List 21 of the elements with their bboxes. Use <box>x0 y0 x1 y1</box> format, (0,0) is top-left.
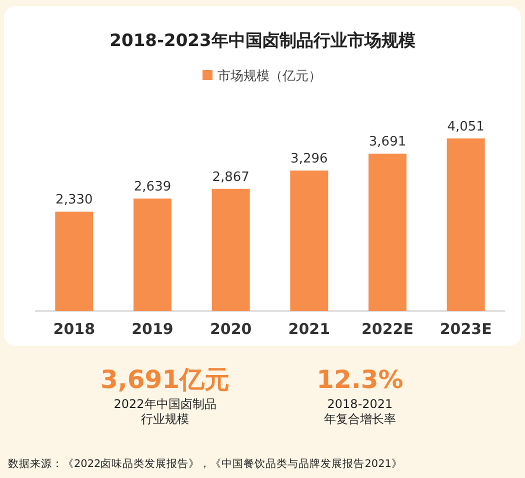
x-tick-label: 2019 <box>132 320 174 338</box>
x-tick-label: 2023E <box>440 320 492 338</box>
data-label: 2,639 <box>134 180 172 195</box>
data-label: 3,691 <box>368 134 406 150</box>
data-label: 3,296 <box>290 152 328 167</box>
data-label: 2,330 <box>56 192 93 208</box>
x-tick-label: 2020 <box>210 320 252 338</box>
data-label: 4,051 <box>447 119 484 134</box>
chart-title: 2018-2023年中国卤制品行业市场规模 <box>110 31 416 51</box>
text: 2022年中国卤制品 <box>114 397 216 411</box>
x-tick-label: 2018 <box>53 320 96 338</box>
text: 3,691亿元 <box>100 365 230 394</box>
text: 年复合增长率 <box>324 412 396 426</box>
legend-label: 市场规模（亿元） <box>218 69 322 84</box>
text: 行业规模 <box>141 412 189 426</box>
data-label: 2,867 <box>212 170 250 185</box>
text: 2018-2021 <box>327 397 393 411</box>
source-note: 数据来源：《2022卤味品类发展报告》，《中国餐饮品类与品牌发展报告2021》 <box>8 457 402 470</box>
x-tick-label: 2021 <box>288 320 330 338</box>
text: 12.3% <box>316 365 404 394</box>
x-tick-label: 2022E <box>362 320 414 338</box>
